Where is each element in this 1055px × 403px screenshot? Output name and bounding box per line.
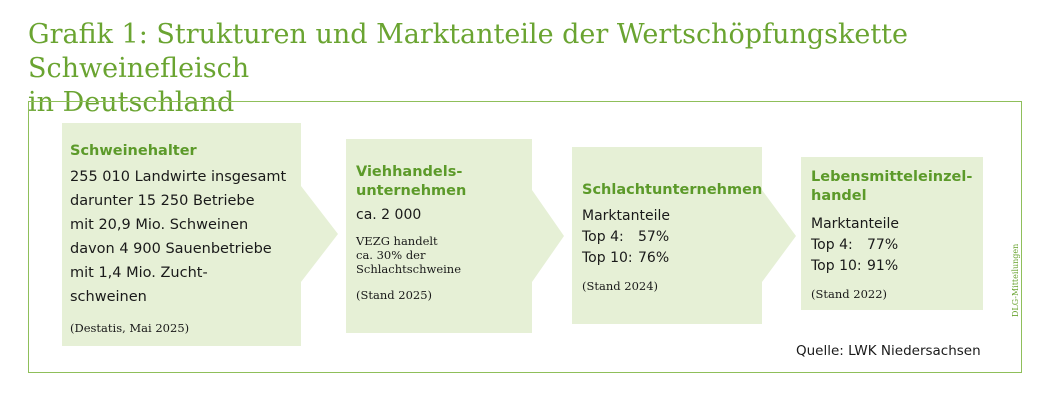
box-4-row-value: 77% xyxy=(867,237,899,253)
box-4-row-key: Top 10: xyxy=(811,258,862,274)
box-3-row-key: Top 4: xyxy=(582,229,624,245)
box-lebensmitteleinzelhandel: Lebensmitteleinzel- handel Marktanteile … xyxy=(811,168,983,301)
box-4-row-value: 91% xyxy=(867,258,899,274)
box-2-small-line: ca. 30% der xyxy=(356,248,426,262)
box-2-small-line: Schlachtschweine xyxy=(356,262,462,276)
box-3-label: Marktanteile xyxy=(582,208,670,224)
box-2-note: (Stand 2025) xyxy=(356,288,433,302)
box-schlachtunternehmen: Schlachtunternehmen Marktanteile Top 4: … xyxy=(582,181,764,293)
box-3-shape xyxy=(572,147,796,324)
box-4-label: Marktanteile xyxy=(811,216,899,232)
box-1-line: 255 010 Landwirte insgesamt xyxy=(70,169,287,185)
box-4-heading-line: Lebensmitteleinzel- xyxy=(811,169,973,185)
box-2-heading-line: unternehmen xyxy=(356,183,467,199)
title-line-1: Grafik 1: Strukturen und Marktanteile de… xyxy=(28,19,909,84)
box-2-value: ca. 2 000 xyxy=(356,207,422,223)
box-3-note: (Stand 2024) xyxy=(582,279,659,293)
box-3-row-value: 76% xyxy=(638,250,670,266)
box-2-heading-line: Viehhandels- xyxy=(356,164,463,180)
box-3-row: Top 10: 76% xyxy=(582,248,764,269)
box-2-small-line: VEZG handelt xyxy=(356,234,438,248)
box-4-shape xyxy=(801,157,983,310)
box-1-note: (Destatis, Mai 2025) xyxy=(70,321,190,335)
box-3-row-value: 57% xyxy=(638,229,670,245)
box-4-row: Top 4: 77% xyxy=(811,235,983,256)
box-schweinehalter: Schweinehalter 255 010 Landwirte insgesa… xyxy=(70,142,298,335)
box-3-row: Top 4: 57% xyxy=(582,227,764,248)
box-4-row: Top 10: 91% xyxy=(811,256,983,277)
box-4-heading-line: handel xyxy=(811,188,867,204)
box-1-line: davon 4 900 Sauenbetriebe xyxy=(70,241,272,257)
box-3-row-key: Top 10: xyxy=(582,250,633,266)
box-3-heading: Schlachtunternehmen xyxy=(582,182,763,198)
box-viehhandel: Viehhandels- unternehmen ca. 2 000 VEZG … xyxy=(356,163,531,302)
box-2-shape xyxy=(346,139,564,333)
diagram-frame xyxy=(28,101,1022,373)
side-label: DLG-Mitteilungen xyxy=(1011,240,1020,320)
box-1-line: mit 1,4 Mio. Zucht- xyxy=(70,265,208,281)
page-title: Grafik 1: Strukturen und Marktanteile de… xyxy=(28,18,1028,120)
box-4-row-key: Top 4: xyxy=(811,237,853,253)
box-1-heading: Schweinehalter xyxy=(70,143,197,159)
box-1-line: darunter 15 250 Betriebe xyxy=(70,193,255,209)
source-note: Quelle: LWK Niedersachsen xyxy=(796,343,981,359)
box-1-line: schweinen xyxy=(70,289,147,305)
box-1-line: mit 20,9 Mio. Schweinen xyxy=(70,217,249,233)
box-4-note: (Stand 2022) xyxy=(811,287,888,301)
box-1-shape xyxy=(62,123,338,346)
title-line-2: in Deutschland xyxy=(28,87,235,118)
